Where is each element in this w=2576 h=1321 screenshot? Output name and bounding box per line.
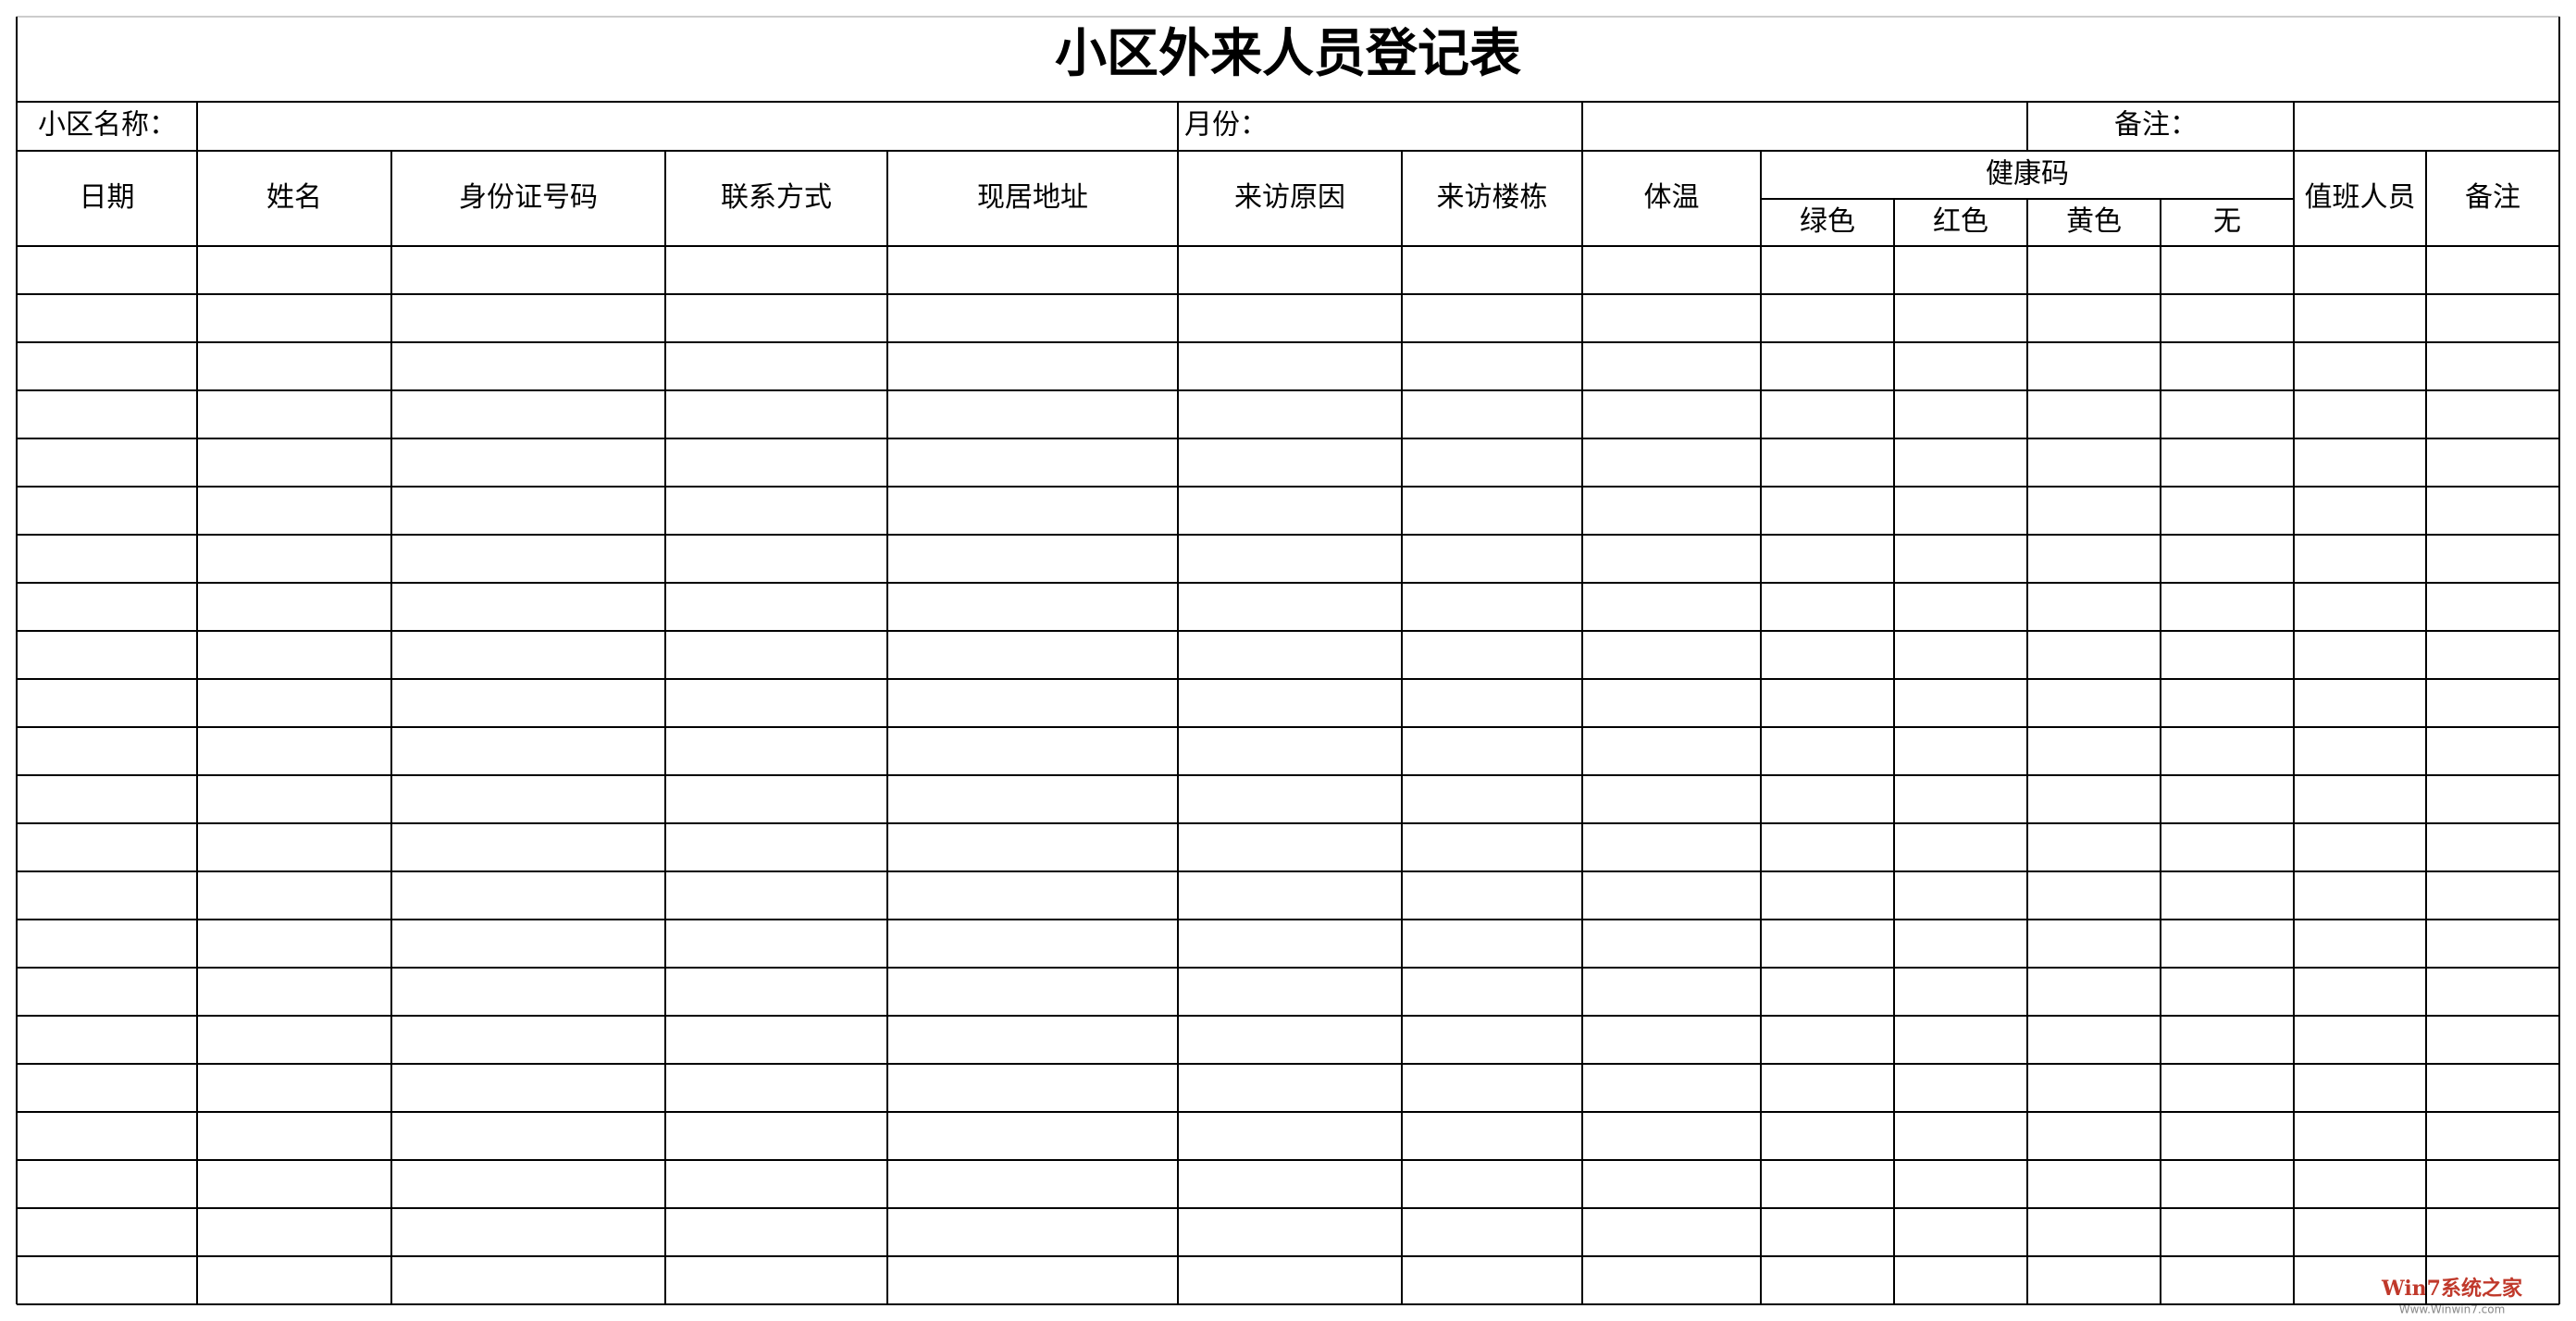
column-header: 日期 <box>80 181 135 214</box>
column-header: 姓名 <box>266 181 322 214</box>
column-header: 现居地址 <box>977 181 1088 214</box>
column-header: 来访原因 <box>1234 181 1345 214</box>
sheet-title: 小区外来人员登记表 <box>1055 24 1521 84</box>
column-header: 备注 <box>2465 181 2520 214</box>
health-code-header: 健康码 <box>1986 158 2069 191</box>
health-code-option: 无 <box>2213 205 2241 238</box>
community-label: 小区名称： <box>38 109 177 142</box>
watermark: Win7系统之家 <box>2381 1277 2523 1301</box>
health-code-option: 红色 <box>1933 205 1988 238</box>
column-header: 值班人员 <box>2305 181 2416 214</box>
column-header: 联系方式 <box>721 181 832 214</box>
column-header: 身份证号码 <box>459 181 598 214</box>
month-label: 月份： <box>1184 109 1268 142</box>
watermark-url: Www.Winwin7.com <box>2399 1303 2506 1316</box>
health-code-option: 绿色 <box>1800 205 1855 238</box>
health-code-option: 黄色 <box>2066 205 2122 238</box>
column-header: 来访楼栋 <box>1437 181 1548 214</box>
column-header: 体温 <box>1644 181 1700 214</box>
remark-label: 备注： <box>2114 109 2198 142</box>
